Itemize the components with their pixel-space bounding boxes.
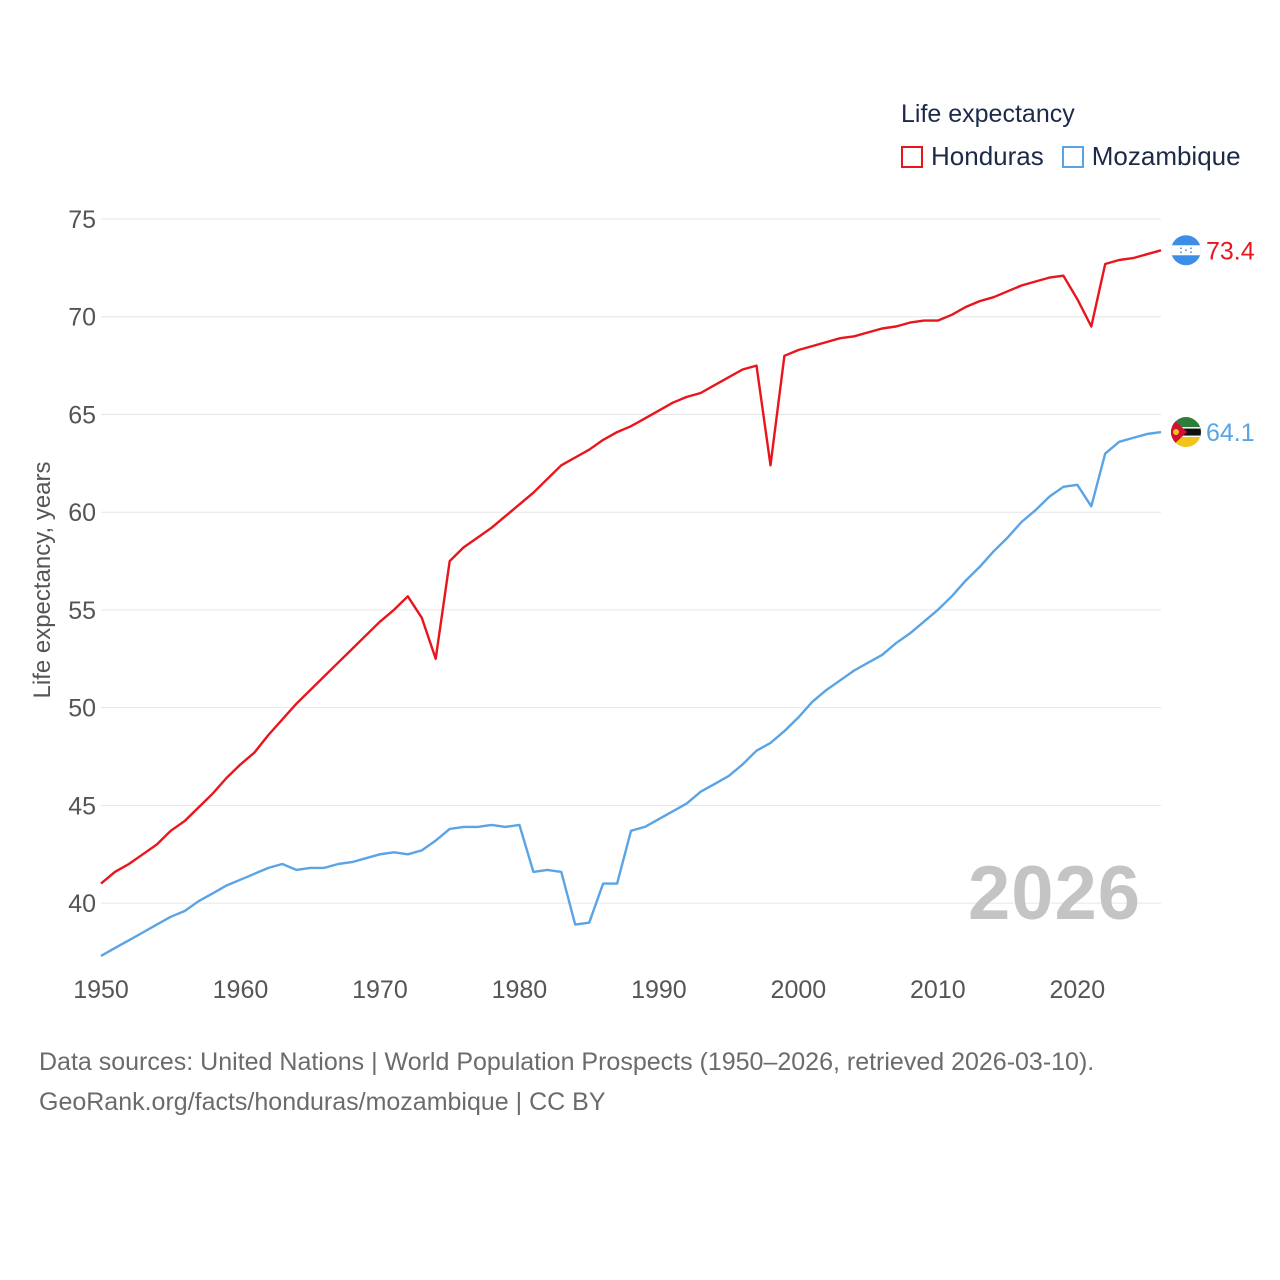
y-axis-label: Life expectancy, years [29, 461, 56, 699]
flag-stripe-white-bottom [1171, 435, 1201, 438]
x-tick-label-1950: 1950 [73, 976, 129, 1004]
flag-body-mozambique [1171, 417, 1201, 448]
flag-honduras-icon [1171, 235, 1201, 266]
legend-item-honduras[interactable]: Honduras [901, 141, 1044, 172]
legend-title: Life expectancy [901, 100, 1075, 128]
legend: Honduras Mozambique [901, 141, 1259, 172]
flag-band-green [1171, 417, 1201, 428]
series-line-mozambique [100, 430, 1162, 957]
x-tick-label-1960: 1960 [213, 976, 269, 1004]
y-tick-label-75: 75 [68, 206, 96, 234]
flag-body-honduras [1171, 235, 1201, 266]
legend-swatch-mozambique [1061, 145, 1084, 168]
legend-label-mozambique: Mozambique [1091, 141, 1241, 171]
flag-mozambique-icon [1171, 417, 1201, 448]
x-tick-label-2010: 2010 [910, 976, 966, 1004]
flag-star-2 [1185, 249, 1187, 252]
y-axis-ticks: 40 45 50 55 60 65 70 75 [68, 206, 96, 918]
x-tick-label-2000: 2000 [771, 976, 827, 1004]
x-tick-label-2020: 2020 [1050, 976, 1106, 1004]
flag-star-1 [1190, 247, 1192, 250]
flag-star-4 [1190, 251, 1192, 254]
y-tick-label-50: 50 [68, 695, 96, 723]
end-value-label-mozambique: 64.1 [1206, 419, 1255, 447]
end-markers: 73.4 64.1 [1171, 235, 1255, 448]
x-axis-ticks: 1950 1960 1970 1980 1990 2000 2010 2020 [73, 976, 1105, 1004]
flag-band-yellow [1171, 437, 1201, 448]
legend-item-mozambique[interactable]: Mozambique [1061, 141, 1241, 172]
footer-sources: Data sources: United Nations | World Pop… [39, 1048, 1095, 1076]
x-tick-label-1980: 1980 [492, 976, 548, 1004]
footer: Data sources: United Nations | World Pop… [39, 1042, 1094, 1122]
footer-attribution[interactable]: GeoRank.org/facts/honduras/mozambique | … [39, 1088, 606, 1116]
y-tick-label-55: 55 [68, 597, 96, 625]
grid-lines [101, 218, 1161, 904]
legend-label-honduras: Honduras [931, 141, 1044, 171]
y-tick-label-45: 45 [68, 792, 96, 820]
y-tick-label-40: 40 [68, 890, 96, 918]
year-watermark: 2026 [968, 851, 1142, 936]
x-tick-label-1990: 1990 [631, 976, 687, 1004]
y-tick-label-65: 65 [68, 401, 96, 429]
y-tick-label-60: 60 [68, 499, 96, 527]
series-line-honduras [100, 249, 1162, 885]
flag-star-yellow [1173, 429, 1179, 436]
x-tick-label-1970: 1970 [352, 976, 408, 1004]
end-value-label-honduras: 73.4 [1206, 237, 1255, 265]
y-tick-label-70: 70 [68, 304, 96, 332]
flag-stripe-white-top [1171, 427, 1201, 429]
flag-star-0 [1180, 247, 1182, 250]
series-lines [100, 249, 1162, 957]
flag-star-3 [1180, 251, 1182, 254]
legend-swatch-honduras [901, 145, 923, 168]
